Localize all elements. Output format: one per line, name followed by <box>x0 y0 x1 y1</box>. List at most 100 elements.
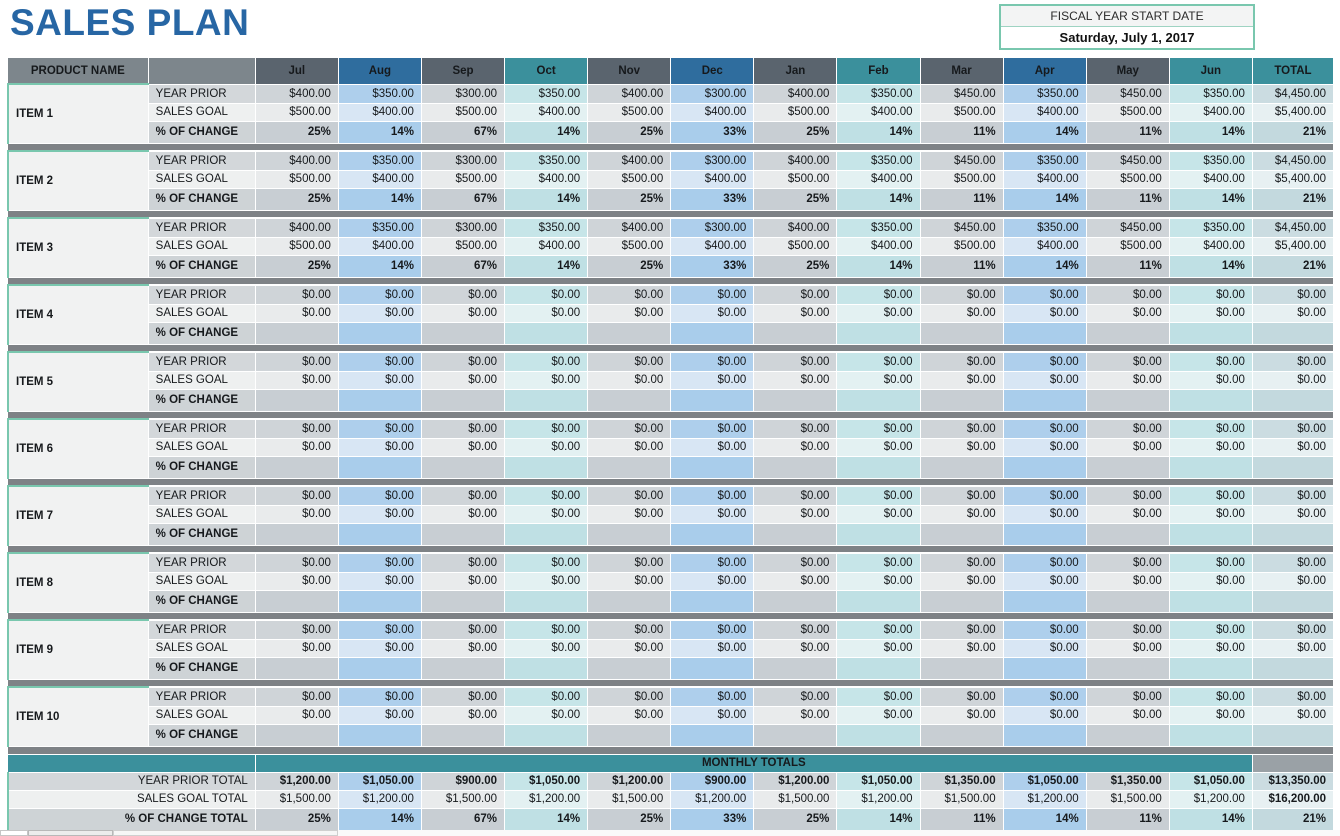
item-name-cell[interactable]: ITEM 9 <box>6 619 149 680</box>
value-cell[interactable] <box>338 657 422 680</box>
month-header-apr[interactable]: Apr <box>1003 58 1087 85</box>
value-cell[interactable]: $0.00 <box>836 419 921 439</box>
value-cell[interactable]: $0.00 <box>1086 285 1170 305</box>
row-total-cell[interactable]: $5,400.00 <box>1252 237 1335 256</box>
value-cell[interactable]: $400.00 <box>587 151 672 171</box>
value-cell[interactable]: $0.00 <box>1003 572 1087 591</box>
row-label-cell[interactable]: YEAR PRIOR <box>148 553 256 573</box>
row-total-cell[interactable] <box>1252 657 1335 680</box>
value-cell[interactable] <box>836 456 921 479</box>
totals-grand-total-cell[interactable]: $16,200.00 <box>1252 790 1335 809</box>
value-cell[interactable]: $0.00 <box>504 438 589 457</box>
totals-value-cell[interactable]: $1,500.00 <box>753 790 838 809</box>
value-cell[interactable]: $350.00 <box>338 84 422 104</box>
value-cell[interactable]: 33% <box>670 121 755 144</box>
value-cell[interactable]: $0.00 <box>920 687 1004 707</box>
row-label-cell[interactable]: SALES GOAL <box>148 170 256 189</box>
row-total-cell[interactable]: $4,450.00 <box>1252 151 1335 171</box>
value-cell[interactable]: $450.00 <box>920 84 1004 104</box>
value-cell[interactable]: $0.00 <box>504 304 589 323</box>
value-cell[interactable]: $0.00 <box>1169 687 1253 707</box>
value-cell[interactable]: 11% <box>920 188 1004 211</box>
value-cell[interactable]: $0.00 <box>255 687 339 707</box>
value-cell[interactable] <box>836 657 921 680</box>
value-cell[interactable]: $0.00 <box>670 620 755 640</box>
value-cell[interactable]: $0.00 <box>1003 486 1087 506</box>
row-total-cell[interactable]: $0.00 <box>1252 371 1335 390</box>
value-cell[interactable]: $0.00 <box>670 352 755 372</box>
item-name-cell[interactable]: ITEM 6 <box>6 418 149 479</box>
value-cell[interactable]: $400.00 <box>670 237 755 256</box>
value-cell[interactable]: $0.00 <box>1003 285 1087 305</box>
value-cell[interactable]: $400.00 <box>753 84 838 104</box>
value-cell[interactable]: $0.00 <box>421 687 506 707</box>
value-cell[interactable]: 11% <box>1086 121 1170 144</box>
value-cell[interactable]: $500.00 <box>753 103 838 122</box>
month-header-mar[interactable]: Mar <box>920 58 1004 85</box>
value-cell[interactable]: $300.00 <box>421 218 506 238</box>
value-cell[interactable]: $0.00 <box>255 304 339 323</box>
value-cell[interactable] <box>587 523 672 546</box>
row-label-cell[interactable]: % OF CHANGE <box>148 590 256 613</box>
value-cell[interactable]: 25% <box>255 255 339 278</box>
value-cell[interactable]: $0.00 <box>836 572 921 591</box>
value-cell[interactable] <box>504 456 589 479</box>
value-cell[interactable]: $400.00 <box>587 84 672 104</box>
totals-grand-total-cell[interactable]: 21% <box>1252 808 1335 831</box>
value-cell[interactable]: $400.00 <box>338 237 422 256</box>
value-cell[interactable]: 33% <box>670 255 755 278</box>
value-cell[interactable]: 11% <box>920 255 1004 278</box>
value-cell[interactable] <box>421 657 506 680</box>
value-cell[interactable] <box>1003 724 1087 747</box>
value-cell[interactable] <box>753 657 838 680</box>
totals-value-cell[interactable]: $1,200.00 <box>504 790 589 809</box>
value-cell[interactable]: $0.00 <box>587 352 672 372</box>
value-cell[interactable]: $0.00 <box>753 505 838 524</box>
value-cell[interactable]: $0.00 <box>1003 438 1087 457</box>
value-cell[interactable]: $500.00 <box>255 170 339 189</box>
item-name-cell[interactable]: ITEM 4 <box>6 284 149 345</box>
row-total-cell[interactable]: $0.00 <box>1252 285 1335 305</box>
value-cell[interactable] <box>1169 657 1253 680</box>
value-cell[interactable]: $0.00 <box>338 304 422 323</box>
value-cell[interactable] <box>338 456 422 479</box>
value-cell[interactable]: $500.00 <box>587 103 672 122</box>
value-cell[interactable]: $0.00 <box>753 438 838 457</box>
value-cell[interactable]: $400.00 <box>587 218 672 238</box>
row-label-cell[interactable]: SALES GOAL <box>148 639 256 658</box>
value-cell[interactable]: $0.00 <box>1169 639 1253 658</box>
value-cell[interactable]: $0.00 <box>920 505 1004 524</box>
value-cell[interactable]: $0.00 <box>670 639 755 658</box>
value-cell[interactable]: $0.00 <box>836 620 921 640</box>
value-cell[interactable]: $0.00 <box>836 438 921 457</box>
value-cell[interactable] <box>1003 523 1087 546</box>
value-cell[interactable]: $300.00 <box>670 84 755 104</box>
value-cell[interactable]: $300.00 <box>670 218 755 238</box>
value-cell[interactable]: $500.00 <box>1086 103 1170 122</box>
value-cell[interactable]: 14% <box>504 255 589 278</box>
row-label-cell[interactable]: YEAR PRIOR <box>148 151 256 171</box>
totals-value-cell[interactable]: $1,200.00 <box>338 790 422 809</box>
month-header-jul[interactable]: Jul <box>255 58 339 85</box>
value-cell[interactable]: $350.00 <box>836 151 921 171</box>
value-cell[interactable]: $0.00 <box>836 285 921 305</box>
value-cell[interactable] <box>255 322 339 345</box>
value-cell[interactable]: $0.00 <box>587 706 672 725</box>
totals-value-cell[interactable]: $1,350.00 <box>1086 772 1170 791</box>
value-cell[interactable] <box>670 523 755 546</box>
value-cell[interactable]: $500.00 <box>255 237 339 256</box>
value-cell[interactable]: $0.00 <box>504 352 589 372</box>
fiscal-date-value[interactable]: Saturday, July 1, 2017 <box>1001 27 1253 48</box>
row-label-cell[interactable]: % OF CHANGE <box>148 121 256 144</box>
item-name-cell[interactable]: ITEM 10 <box>6 686 149 747</box>
value-cell[interactable] <box>338 389 422 412</box>
value-cell[interactable]: $0.00 <box>1169 620 1253 640</box>
value-cell[interactable]: $0.00 <box>587 285 672 305</box>
value-cell[interactable] <box>753 456 838 479</box>
value-cell[interactable]: $0.00 <box>338 639 422 658</box>
value-cell[interactable]: $0.00 <box>753 553 838 573</box>
totals-value-cell[interactable]: 14% <box>504 808 589 831</box>
totals-value-cell[interactable]: 25% <box>753 808 838 831</box>
value-cell[interactable] <box>1086 590 1170 613</box>
value-cell[interactable]: $0.00 <box>753 639 838 658</box>
